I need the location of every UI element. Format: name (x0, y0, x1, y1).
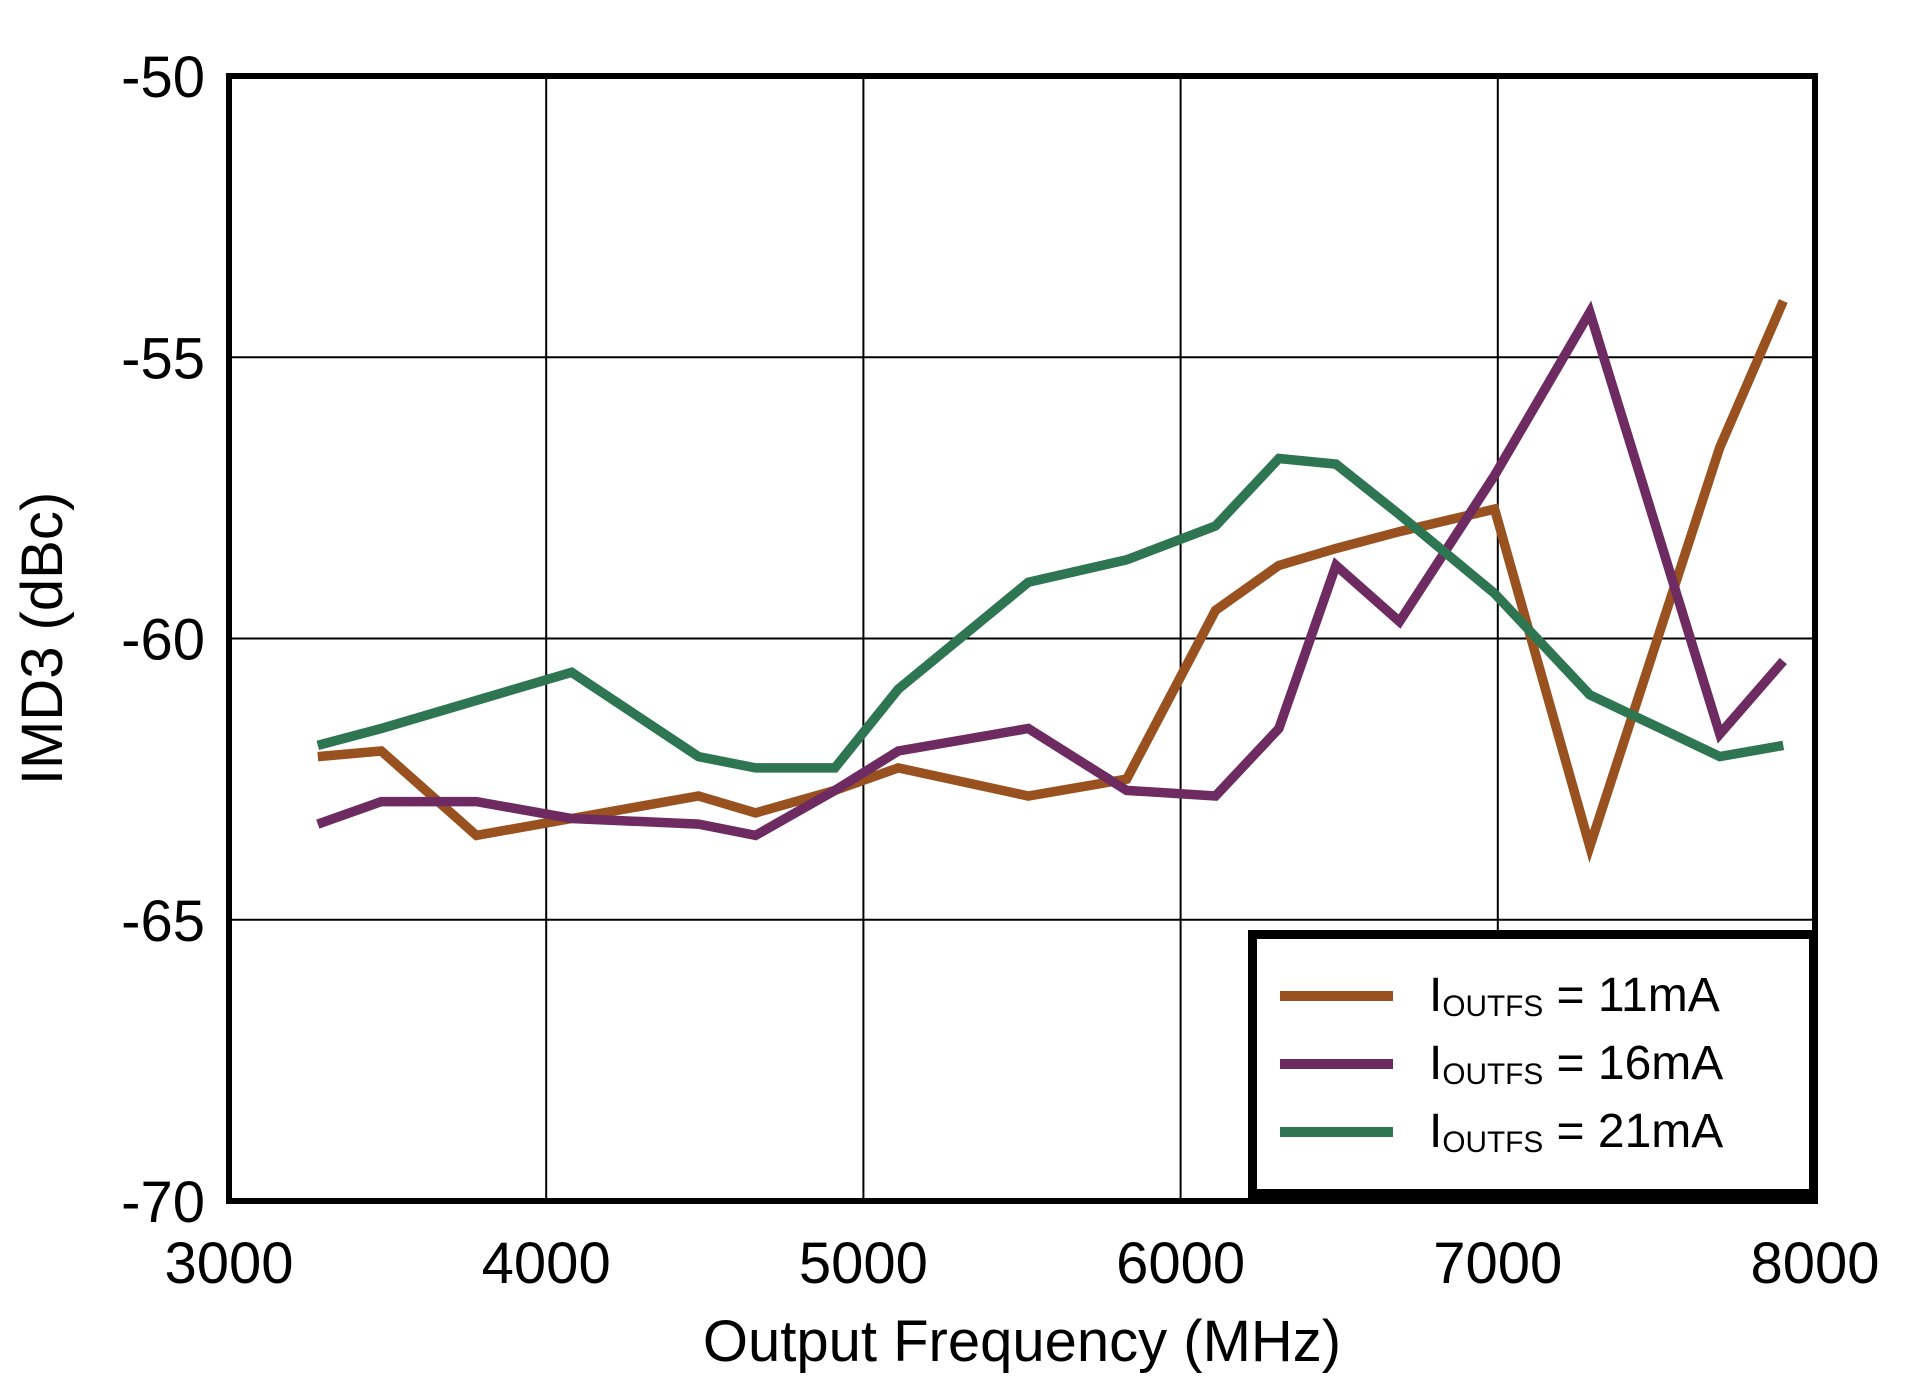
x-tick-label-3000: 3000 (164, 1231, 293, 1296)
legend-swatch (1280, 1059, 1393, 1069)
series-lines (316, 299, 1788, 863)
legend-row-ioutfs-21ma: IOUTFS = 21mA (1257, 1098, 1809, 1166)
gridlines (229, 76, 1815, 1201)
x-tick-labels: 3000 4000 5000 6000 7000 8000 (164, 1231, 1879, 1296)
legend-swatch (1280, 1127, 1393, 1137)
y-tick-labels: -50 -55 -60 -65 -70 (121, 45, 205, 1235)
legend-row-ioutfs-11ma: IOUTFS = 11mA (1257, 962, 1809, 1030)
series-line-ioutfs-11ma (317, 299, 1788, 863)
legend-label: IOUTFS = 11mA (1429, 969, 1720, 1024)
legend-label: IOUTFS = 16mA (1429, 1037, 1724, 1092)
legend-box: IOUTFS = 11mA IOUTFS = 16mA IOUTFS = 21mA (1248, 930, 1818, 1198)
x-tick-label-8000: 8000 (1750, 1231, 1879, 1296)
y-tick-label--55: -55 (121, 326, 205, 391)
legend-swatch (1280, 991, 1393, 1001)
x-axis-title: Output Frequency (MHz) (703, 1309, 1341, 1374)
legend-label: IOUTFS = 21mA (1429, 1105, 1724, 1160)
y-tick-label--50: -50 (121, 45, 205, 110)
x-tick-label-6000: 6000 (1116, 1231, 1245, 1296)
y-tick-label--70: -70 (121, 1170, 205, 1235)
x-tick-label-7000: 7000 (1433, 1231, 1562, 1296)
x-tick-label-4000: 4000 (482, 1231, 611, 1296)
y-tick-label--65: -65 (121, 889, 205, 954)
series-line-ioutfs-16ma (316, 300, 1787, 841)
y-tick-label--60: -60 (121, 608, 205, 673)
y-axis-title: IMD3 (dBc) (10, 492, 75, 785)
plot-border (226, 73, 1818, 1204)
legend-row-ioutfs-16ma: IOUTFS = 16mA (1257, 1030, 1809, 1098)
series-line-ioutfs-21ma (316, 453, 1785, 773)
x-tick-label-5000: 5000 (799, 1231, 928, 1296)
